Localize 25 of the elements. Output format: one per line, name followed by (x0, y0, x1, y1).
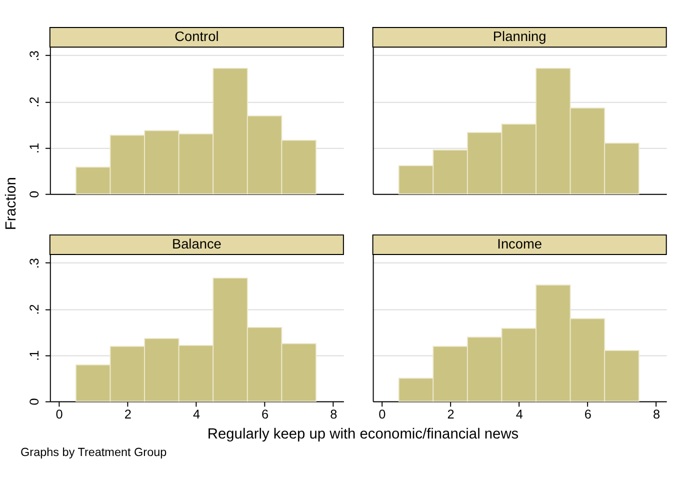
y-tick-label: .1 (26, 350, 42, 361)
x-tick-label: 8 (330, 406, 338, 422)
x-tick-label: 4 (516, 406, 523, 422)
chart-title: Income (497, 236, 542, 252)
y-tick-label: .2 (26, 304, 42, 315)
y-tick-label: .1 (26, 142, 42, 154)
chart-title: Balance (172, 236, 222, 252)
x-tick-label: 4 (192, 406, 200, 422)
y-tick-label: .2 (26, 96, 42, 108)
y-axis-title: Fraction (4, 177, 20, 230)
x-tick-label: 6 (262, 406, 269, 422)
x-tick-label: 6 (584, 406, 592, 422)
text: Graphs by Treatment Group (20, 446, 168, 460)
x-tick-label: 2 (447, 406, 454, 422)
y-tick-label: 0 (26, 398, 42, 406)
y-tick-label: .3 (26, 258, 42, 269)
y-tick-label: 0 (26, 190, 42, 198)
chart-title: Control (174, 29, 219, 44)
x-tick-label: 8 (653, 406, 660, 422)
x-tick-label: 0 (378, 406, 386, 422)
chart-title: Planning (492, 29, 546, 44)
x-axis-title: Regularly keep up with economic/financial news (207, 426, 519, 442)
x-tick-label: 0 (56, 406, 63, 422)
y-tick-label: .3 (26, 50, 42, 62)
x-tick-label: 2 (124, 406, 132, 422)
